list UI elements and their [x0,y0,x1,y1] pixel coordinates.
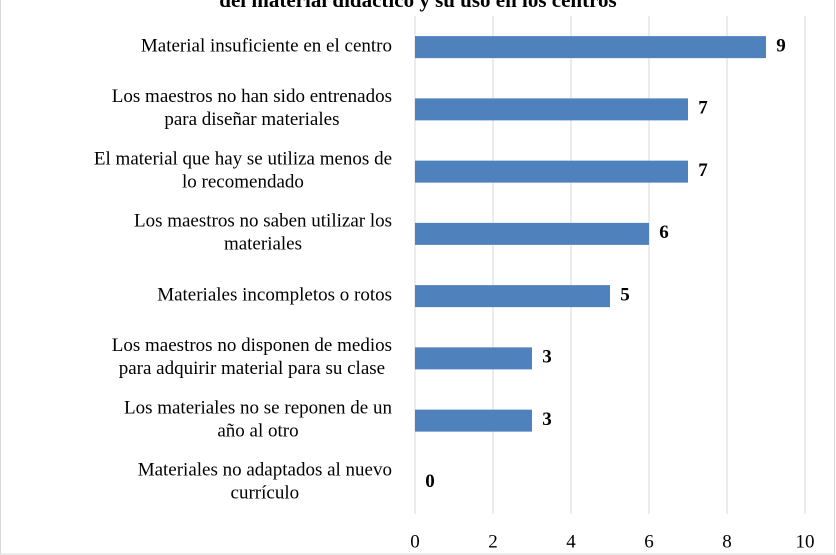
bar [415,160,688,183]
y-tick-label: Los materiales no se reponen de un [124,397,393,418]
data-label: 5 [620,284,630,305]
bar [415,285,610,308]
x-tick-label: 0 [410,531,420,552]
x-tick-label: 8 [722,531,732,552]
bar [415,98,688,121]
y-tick-label: Material insuficiente en el centro [141,35,392,56]
y-tick-label: currículo [231,483,300,504]
chart-title: del material didáctico y su uso en los c… [219,0,616,12]
x-tick-label: 2 [488,531,498,552]
y-tick-label: El material que hay se utiliza menos de [94,148,392,169]
x-tick-label: 10 [796,531,815,552]
x-tick-label: 4 [566,531,576,552]
y-tick-label: materiales [224,234,302,255]
y-tick-label: para diseñar materiales [164,109,339,130]
data-label: 7 [698,98,708,119]
y-tick-label: Los maestros no saben utilizar los [134,211,392,232]
y-tick-label: Los maestros no han sido entrenados [112,86,392,107]
data-label: 7 [698,160,708,181]
data-label: 3 [542,409,552,430]
y-tick-label: año al otro [217,420,298,441]
x-tick-label: 6 [644,531,654,552]
bar [415,409,532,432]
data-label: 9 [776,35,786,56]
data-label: 3 [542,347,552,368]
bar [415,222,649,245]
bar [415,347,532,370]
data-label: 0 [425,471,435,492]
y-tick-label: lo recomendado [182,171,304,192]
data-label: 6 [659,222,669,243]
y-tick-label: Los maestros no disponen de medios [112,335,392,356]
bar [415,36,766,59]
y-tick-label: Materiales no adaptados al nuevo [138,460,392,481]
y-tick-label: para adquirir material para su clase [119,358,385,379]
y-tick-label: Materiales incompletos o rotos [157,284,392,305]
